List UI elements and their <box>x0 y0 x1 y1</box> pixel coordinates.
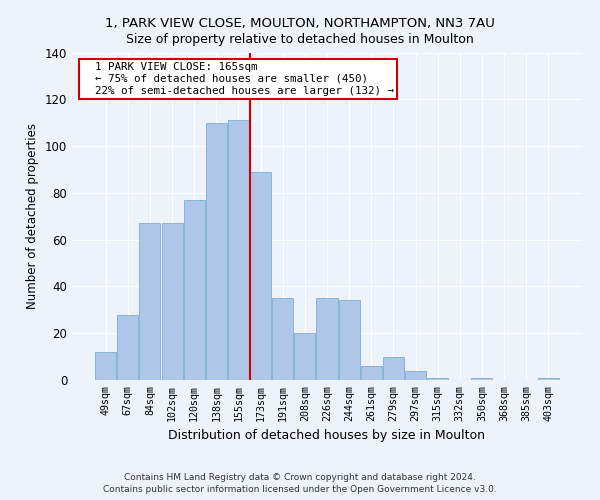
Bar <box>272 298 293 380</box>
Text: Contains HM Land Registry data © Crown copyright and database right 2024.
Contai: Contains HM Land Registry data © Crown c… <box>103 472 497 494</box>
Bar <box>361 366 382 380</box>
Bar <box>383 356 404 380</box>
Bar <box>472 378 493 380</box>
Bar <box>427 378 448 380</box>
Y-axis label: Number of detached properties: Number of detached properties <box>26 123 39 309</box>
Bar <box>316 298 338 380</box>
Bar <box>250 172 271 380</box>
Bar <box>228 120 249 380</box>
Bar <box>161 224 182 380</box>
Text: 1, PARK VIEW CLOSE, MOULTON, NORTHAMPTON, NN3 7AU: 1, PARK VIEW CLOSE, MOULTON, NORTHAMPTON… <box>105 18 495 30</box>
Bar <box>139 224 160 380</box>
Bar <box>338 300 359 380</box>
Bar <box>95 352 116 380</box>
Bar <box>206 122 227 380</box>
Bar <box>184 200 205 380</box>
Text: 1 PARK VIEW CLOSE: 165sqm
  ← 75% of detached houses are smaller (450)
  22% of : 1 PARK VIEW CLOSE: 165sqm ← 75% of detac… <box>82 62 394 96</box>
X-axis label: Distribution of detached houses by size in Moulton: Distribution of detached houses by size … <box>169 429 485 442</box>
Bar <box>405 370 426 380</box>
Bar <box>295 333 316 380</box>
Bar <box>118 314 139 380</box>
Text: Size of property relative to detached houses in Moulton: Size of property relative to detached ho… <box>126 32 474 46</box>
Bar <box>538 378 559 380</box>
